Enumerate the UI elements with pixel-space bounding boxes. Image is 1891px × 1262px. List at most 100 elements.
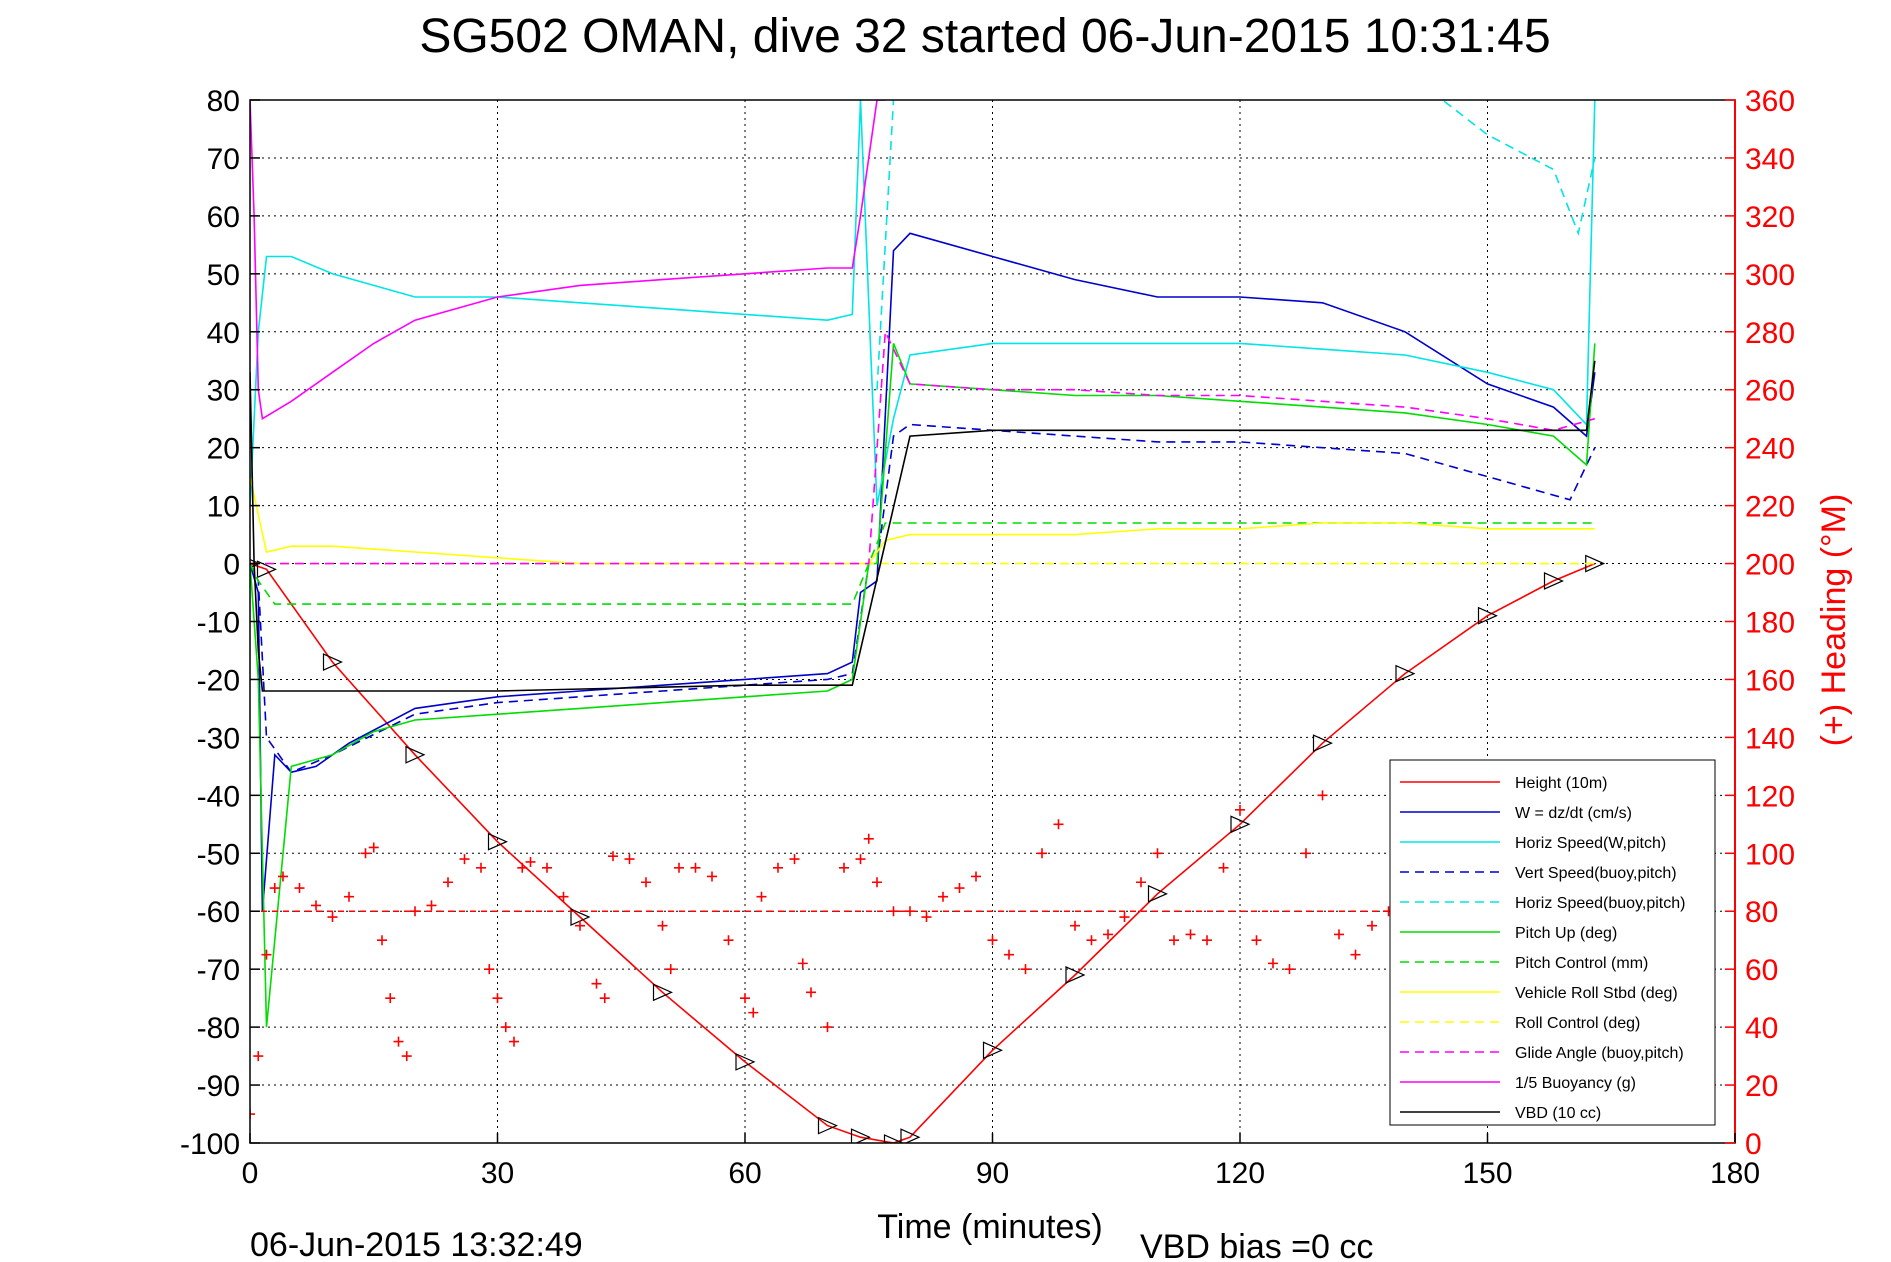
heading-point <box>1070 920 1080 931</box>
y-tick-label: -90 <box>197 1070 240 1103</box>
heading-point <box>1103 929 1113 940</box>
heading-point <box>657 920 668 931</box>
y-tick-label: -10 <box>197 607 240 640</box>
heading-point <box>1235 804 1245 815</box>
heading-point <box>608 851 618 862</box>
y-axis-right-label: (+) Heading (°M) <box>1815 494 1853 747</box>
legend-label: VBD (10 cc) <box>1515 1105 1601 1122</box>
heading-point <box>517 862 528 873</box>
heading-point <box>311 900 321 911</box>
heading-point <box>1020 964 1031 975</box>
y-right-tick-label: 280 <box>1745 317 1795 350</box>
y-tick-label: 80 <box>207 85 240 118</box>
legend-label: Pitch Control (mm) <box>1515 955 1648 972</box>
y-right-tick-label: 160 <box>1745 664 1795 697</box>
y-right-tick-label: 300 <box>1745 259 1795 292</box>
height-marker <box>1477 606 1498 625</box>
y-tick-label: 20 <box>207 433 240 466</box>
heading-point <box>1367 920 1377 931</box>
y-right-tick-label: 100 <box>1745 838 1795 871</box>
y-tick-label: -40 <box>197 780 240 813</box>
heading-point <box>509 1036 519 1047</box>
legend-box <box>1389 759 1716 1126</box>
height-marker <box>1543 572 1564 590</box>
heading-point <box>558 891 569 902</box>
heading-point <box>863 833 874 844</box>
heading-point <box>971 871 981 882</box>
heading-point <box>987 935 998 946</box>
height-marker <box>405 745 426 764</box>
legend-label: Vert Speed(buoy,pitch) <box>1515 865 1677 882</box>
heading-point <box>1268 958 1278 969</box>
heading-point <box>1136 877 1146 888</box>
y-axis-right: 3603403203002802602402202001801601401201… <box>1725 85 1795 1161</box>
series-1-5-buoyancy-g <box>250 100 886 421</box>
series-layer <box>250 100 1606 1143</box>
y-right-tick-label: 0 <box>1745 1128 1762 1161</box>
y-tick-label: -30 <box>197 722 240 755</box>
heading-point <box>1317 790 1328 801</box>
heading-point <box>921 912 932 923</box>
heading-point <box>872 877 882 888</box>
heading-point <box>1218 862 1229 873</box>
legend: Height (10m) W = dz/dt (cm/s) Horiz Speed(… <box>1389 759 1716 1126</box>
y-right-tick-label: 120 <box>1745 780 1795 813</box>
x-tick-label: 180 <box>1710 1157 1760 1190</box>
y-right-tick-label: 340 <box>1745 143 1795 176</box>
y-right-tick-label: 240 <box>1745 433 1795 466</box>
y-right-tick-label: 20 <box>1745 1070 1778 1103</box>
series-vehicle-roll-stbd-deg <box>250 476 1595 565</box>
height-marker <box>883 1134 904 1143</box>
y-tick-label: 60 <box>207 201 240 234</box>
series-vbd-10-cc <box>250 360 1596 692</box>
height-marker <box>1147 884 1168 903</box>
heading-point <box>426 900 437 911</box>
heading-point <box>707 871 717 882</box>
y-right-tick-label: 320 <box>1745 201 1795 234</box>
heading-point <box>641 877 651 888</box>
height-marker <box>817 1116 838 1135</box>
y-axis-left: 80 70 60 50 40 30 20 10 0 -10 -20 -30 -40 -50 -60 -70 -8… <box>180 85 260 1161</box>
legend-label: Glide Angle (buoy,pitch) <box>1515 1045 1684 1062</box>
heading-point <box>1169 935 1179 946</box>
height-marker <box>1065 966 1086 984</box>
heading-point <box>806 987 816 998</box>
heading-point <box>1037 848 1047 859</box>
y-tick-label: 40 <box>207 317 240 350</box>
x-tick-label: 120 <box>1215 1157 1265 1190</box>
heading-point <box>938 891 948 902</box>
heading-point <box>591 978 602 989</box>
height-marker <box>1395 664 1416 683</box>
series-pitch-control-mm <box>250 522 1595 605</box>
y-right-tick-label: 80 <box>1745 896 1778 929</box>
heading-point <box>476 862 486 873</box>
heading-point <box>393 1036 404 1047</box>
y-right-tick-label: 260 <box>1745 375 1795 408</box>
y-right-tick-label: 200 <box>1745 549 1795 582</box>
y-tick-label: 10 <box>207 491 240 524</box>
heading-point <box>500 1022 511 1033</box>
heading-point <box>690 862 701 873</box>
y-tick-label: 50 <box>207 259 240 292</box>
heading-point <box>740 993 750 1004</box>
heading-point <box>278 871 288 882</box>
height-marker <box>256 560 277 579</box>
x-tick-label: 90 <box>976 1157 1009 1190</box>
heading-point <box>344 891 354 902</box>
y-right-tick-label: 60 <box>1745 954 1778 987</box>
heading-point <box>855 854 866 865</box>
series-height-10m <box>250 562 1596 1143</box>
y-right-tick-label: 180 <box>1745 607 1795 640</box>
heading-point <box>665 964 676 975</box>
heading-point <box>599 993 610 1004</box>
footer-vbd-bias: VBD bias =0 cc <box>1140 1228 1373 1262</box>
heading-point <box>1119 912 1130 923</box>
heading-point <box>410 906 420 917</box>
heading-point <box>1284 964 1295 975</box>
heading-point <box>1301 848 1311 859</box>
y-tick-label: -50 <box>197 838 240 871</box>
heading-point <box>1152 848 1163 859</box>
height-marker <box>652 983 673 1002</box>
y-tick-label: -100 <box>180 1128 240 1161</box>
